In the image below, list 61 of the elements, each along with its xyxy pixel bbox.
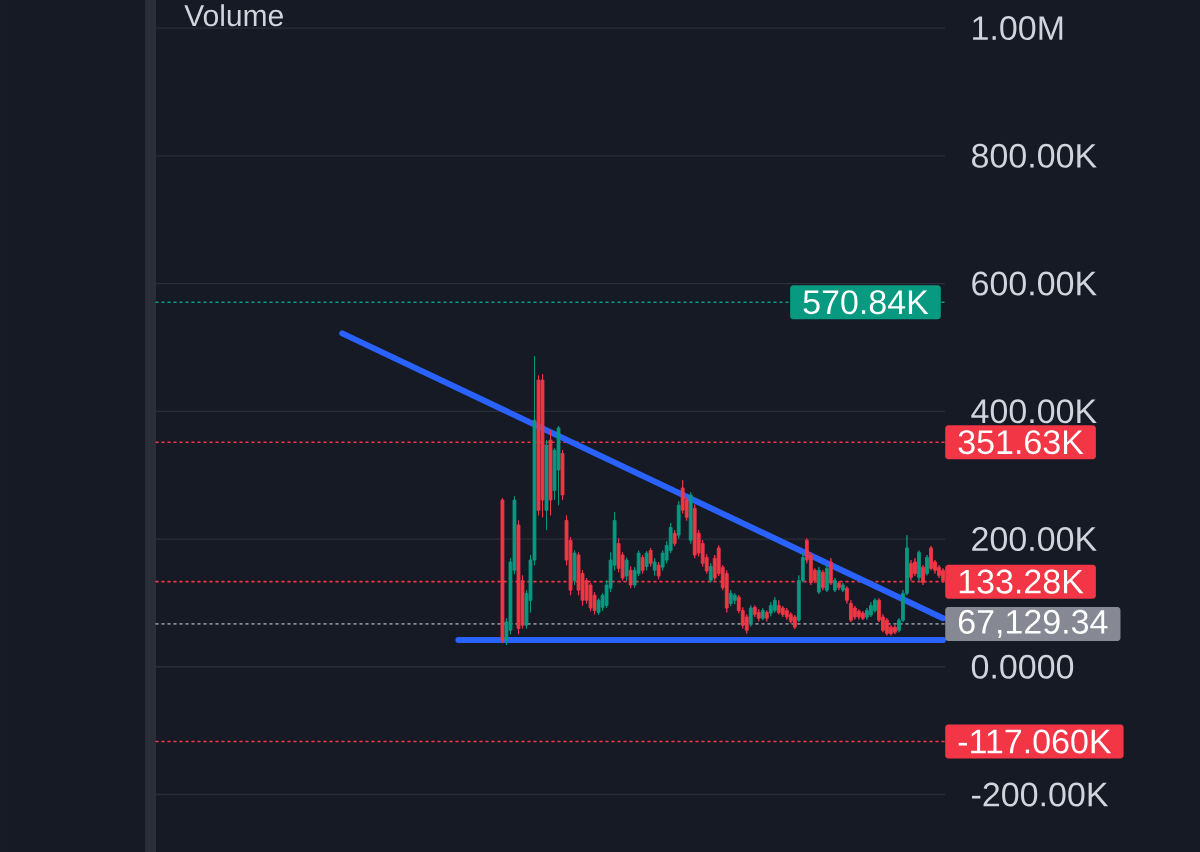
candlestick <box>792 614 797 630</box>
candlestick <box>816 566 821 595</box>
candlestick <box>656 561 661 580</box>
candlestick <box>756 608 761 622</box>
candlestick <box>764 610 769 622</box>
candlestick <box>752 605 757 618</box>
candlestick <box>676 500 681 539</box>
candlestick <box>648 547 653 567</box>
candlestick <box>560 449 565 501</box>
candlestick <box>572 550 577 586</box>
candlestick <box>772 596 777 613</box>
candlestick <box>644 550 649 571</box>
candlestick <box>893 624 897 635</box>
candlestick <box>937 564 941 579</box>
candlestick <box>556 425 561 506</box>
y-tick-label: 200.00K <box>972 527 1097 552</box>
candlestick <box>917 550 921 581</box>
candlestick <box>824 564 829 593</box>
candlestick <box>861 610 865 621</box>
candlestick <box>692 504 697 559</box>
candlestick <box>724 569 729 613</box>
candlestick <box>873 597 877 613</box>
candlestick <box>925 554 929 576</box>
candlestick <box>596 597 601 616</box>
candlestick <box>748 605 753 627</box>
candlestick <box>628 566 633 589</box>
candlestick <box>760 607 765 621</box>
ref-line-label: 570.84K <box>803 290 929 315</box>
candlestick <box>820 569 825 591</box>
candlestick <box>544 439 549 531</box>
chart-title: Volume <box>184 4 283 27</box>
candlestick <box>784 607 789 620</box>
candlestick <box>672 529 677 547</box>
candlestick <box>728 589 733 607</box>
candlestick <box>840 582 845 593</box>
candlestick <box>828 557 833 586</box>
candlestick <box>776 599 781 615</box>
y-tick-label: 800.00K <box>972 143 1097 168</box>
candlestick <box>640 554 645 574</box>
candlestick <box>688 491 693 544</box>
candlestick <box>536 375 541 516</box>
candlestick <box>929 545 933 571</box>
candlestick <box>708 562 713 583</box>
y-tick-label: 600.00K <box>972 271 1097 296</box>
candlestick <box>832 577 837 593</box>
candlestick <box>913 557 917 577</box>
candlestick <box>885 617 889 636</box>
candlestick <box>624 557 629 581</box>
candlestick <box>732 592 737 605</box>
candlestick <box>857 608 861 620</box>
y-tick-label: 1.00M <box>973 16 1063 41</box>
candlestick <box>869 601 873 618</box>
ref-line-label: -117.060K <box>958 729 1112 754</box>
ref-line-label: 133.28K <box>959 569 1084 594</box>
candlestick <box>652 557 657 576</box>
y-tick-label: -200.00K <box>972 782 1109 807</box>
ref-line-label: 351.63K <box>958 430 1084 455</box>
y-tick-label: 0.0000 <box>971 654 1074 679</box>
ref-line-label: 67,129.34 <box>958 609 1108 638</box>
candlestick <box>768 601 773 617</box>
y-tick-label: 400.00K <box>971 399 1097 424</box>
